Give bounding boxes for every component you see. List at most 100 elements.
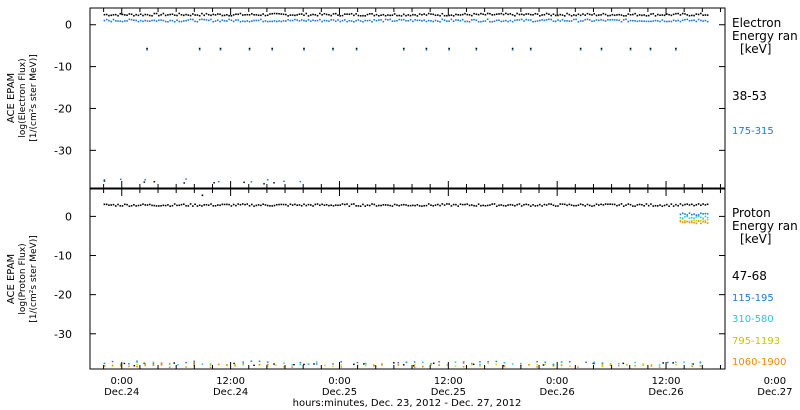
dropout-point bbox=[529, 49, 532, 51]
fill-point bbox=[471, 362, 473, 365]
data-point bbox=[464, 203, 466, 206]
data-point bbox=[137, 20, 140, 23]
data-point bbox=[226, 20, 228, 22]
data-point bbox=[380, 14, 382, 17]
data-point bbox=[341, 14, 344, 17]
data-point bbox=[570, 204, 573, 206]
fill-point bbox=[193, 360, 196, 362]
electron-ylabel-line2: log(Electron Flux) bbox=[18, 58, 28, 137]
data-point bbox=[112, 18, 115, 21]
data-point bbox=[693, 19, 695, 21]
data-point bbox=[677, 19, 679, 22]
data-point bbox=[706, 213, 709, 215]
data-point bbox=[423, 204, 425, 207]
data-point bbox=[160, 19, 162, 21]
data-point bbox=[114, 205, 117, 207]
fill-point bbox=[364, 362, 367, 365]
data-point bbox=[357, 205, 360, 207]
data-point bbox=[666, 20, 668, 23]
data-point bbox=[162, 19, 165, 22]
series-175-315 bbox=[103, 18, 709, 183]
data-point bbox=[684, 215, 686, 218]
fill-point bbox=[585, 361, 587, 363]
x-ticks: 0:00Dec.2412:00Dec.240:00Dec.2512:00Dec.… bbox=[103, 8, 793, 398]
data-point bbox=[387, 204, 389, 206]
data-point bbox=[579, 203, 582, 205]
data-point bbox=[169, 13, 171, 16]
data-point bbox=[679, 216, 682, 219]
fill-point bbox=[642, 363, 645, 366]
dropout-point bbox=[675, 47, 677, 50]
data-point bbox=[423, 13, 425, 15]
data-point bbox=[214, 14, 217, 16]
data-point bbox=[368, 13, 371, 15]
fill-point bbox=[128, 365, 130, 368]
data-point bbox=[378, 14, 380, 17]
data-point bbox=[441, 12, 444, 15]
data-point bbox=[407, 14, 410, 16]
data-point bbox=[384, 18, 387, 21]
data-point bbox=[477, 20, 480, 23]
data-point bbox=[207, 13, 210, 16]
fill-point bbox=[397, 364, 400, 366]
data-point bbox=[677, 204, 679, 207]
data-point bbox=[427, 203, 430, 205]
data-point bbox=[194, 20, 196, 23]
fill-point bbox=[650, 365, 653, 367]
data-point bbox=[695, 214, 698, 217]
data-point bbox=[378, 204, 380, 207]
electron-ylabel: ACE EPAM log(Electron Flux) [1/(cm²s ste… bbox=[6, 54, 39, 141]
data-point bbox=[203, 14, 205, 17]
data-point bbox=[153, 12, 156, 15]
dropout-point bbox=[146, 47, 148, 50]
data-point bbox=[700, 204, 702, 207]
data-point bbox=[169, 205, 171, 208]
fill-point bbox=[242, 361, 244, 363]
data-point bbox=[414, 14, 416, 16]
data-point bbox=[570, 20, 573, 22]
fill-point bbox=[233, 362, 235, 365]
data-point bbox=[532, 20, 534, 23]
fill-point bbox=[144, 364, 147, 367]
data-point bbox=[573, 14, 575, 16]
y-tick-label: -30 bbox=[54, 144, 72, 157]
data-point bbox=[575, 14, 577, 17]
data-point bbox=[695, 216, 698, 218]
data-point bbox=[339, 20, 342, 23]
data-point bbox=[151, 19, 153, 22]
fill-point bbox=[307, 363, 310, 366]
fill-point bbox=[658, 366, 661, 368]
y-tick-label: -20 bbox=[54, 289, 72, 302]
data-point bbox=[330, 19, 332, 21]
data-point bbox=[697, 220, 700, 222]
data-point bbox=[130, 13, 133, 16]
proton-legend-title-1: Proton bbox=[732, 206, 771, 220]
data-point bbox=[681, 212, 684, 215]
data-point bbox=[622, 18, 625, 21]
dropout-point bbox=[529, 47, 532, 50]
data-point bbox=[382, 13, 385, 16]
data-point bbox=[198, 18, 201, 21]
data-point bbox=[602, 204, 605, 206]
fill-point bbox=[266, 365, 269, 367]
data-point bbox=[148, 14, 151, 17]
fill-point bbox=[454, 361, 457, 363]
data-point bbox=[446, 14, 448, 17]
data-point bbox=[706, 14, 709, 16]
x-tick-date: Dec.27 bbox=[757, 387, 792, 398]
data-point bbox=[461, 203, 464, 206]
data-point bbox=[697, 214, 700, 216]
data-point bbox=[700, 216, 702, 219]
data-point bbox=[480, 12, 482, 15]
data-point bbox=[498, 13, 500, 15]
data-point bbox=[686, 14, 689, 16]
data-point bbox=[645, 203, 648, 205]
data-point bbox=[618, 19, 621, 22]
data-point bbox=[632, 205, 634, 207]
fill-point bbox=[356, 361, 359, 364]
data-point bbox=[407, 20, 410, 22]
data-point bbox=[158, 205, 160, 207]
data-point bbox=[421, 205, 423, 207]
fill-point bbox=[153, 181, 156, 183]
y-tick-label: -20 bbox=[54, 102, 72, 115]
